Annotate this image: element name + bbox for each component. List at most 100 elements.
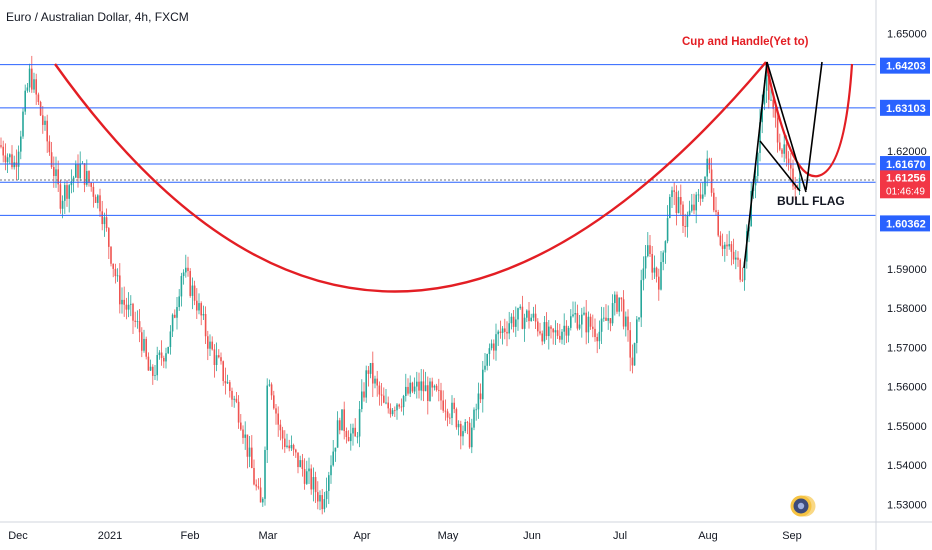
candle bbox=[240, 414, 242, 431]
candle bbox=[323, 491, 326, 513]
candle bbox=[552, 327, 554, 345]
candle bbox=[391, 407, 394, 417]
candle bbox=[317, 481, 319, 510]
candle bbox=[482, 360, 484, 413]
candle bbox=[460, 420, 462, 450]
candle bbox=[347, 430, 350, 442]
price-axis-tags: 1.642031.631031.616701.612061.603621.612… bbox=[880, 57, 930, 232]
candle bbox=[97, 194, 99, 209]
candle bbox=[400, 398, 403, 412]
candle bbox=[429, 377, 431, 402]
candle bbox=[453, 397, 455, 414]
candle bbox=[99, 188, 101, 218]
candle bbox=[46, 114, 48, 153]
candle bbox=[163, 355, 165, 369]
candle bbox=[352, 423, 354, 446]
x-tick-label: Feb bbox=[181, 530, 200, 542]
candle bbox=[418, 372, 420, 399]
candle bbox=[9, 153, 11, 165]
horizontal-levels bbox=[0, 64, 876, 216]
candle bbox=[310, 464, 312, 495]
candle bbox=[372, 351, 374, 398]
candle bbox=[721, 233, 724, 257]
candle bbox=[136, 310, 139, 329]
candle bbox=[75, 160, 77, 178]
candle bbox=[585, 300, 587, 345]
candle bbox=[79, 151, 81, 182]
candle bbox=[94, 194, 97, 203]
candle bbox=[211, 336, 213, 351]
candle bbox=[484, 352, 486, 373]
candle bbox=[402, 394, 405, 416]
svg-text:1.64203: 1.64203 bbox=[886, 61, 926, 73]
candle bbox=[504, 318, 506, 340]
candle bbox=[774, 106, 777, 128]
y-tick-label: 1.58000 bbox=[887, 303, 927, 315]
candle bbox=[675, 185, 678, 226]
candle bbox=[625, 311, 627, 337]
y-tick-label: 1.54000 bbox=[887, 460, 927, 472]
svg-text:1.60362: 1.60362 bbox=[886, 218, 926, 230]
candle bbox=[147, 352, 150, 371]
y-tick-label: 1.56000 bbox=[887, 382, 927, 394]
candle bbox=[636, 316, 638, 354]
candle bbox=[559, 323, 561, 343]
price-tag: 1.61670 bbox=[880, 156, 930, 173]
candle bbox=[638, 317, 640, 322]
candle bbox=[508, 311, 510, 340]
candle bbox=[629, 322, 631, 372]
candle bbox=[609, 318, 612, 332]
candle bbox=[517, 307, 519, 331]
candle bbox=[664, 240, 667, 264]
x-tick-label: 2021 bbox=[98, 530, 122, 542]
candle bbox=[783, 135, 785, 163]
candle bbox=[620, 297, 623, 312]
candle bbox=[572, 301, 574, 318]
candle bbox=[669, 194, 671, 219]
candle bbox=[42, 106, 44, 134]
candle bbox=[61, 195, 64, 219]
candle bbox=[279, 419, 282, 441]
candle bbox=[233, 395, 235, 408]
candle bbox=[605, 304, 607, 322]
candle bbox=[325, 477, 328, 508]
candle bbox=[160, 340, 163, 366]
candle bbox=[0, 137, 2, 149]
candle bbox=[596, 333, 598, 354]
candle bbox=[330, 455, 332, 484]
candle bbox=[422, 369, 425, 402]
candle bbox=[543, 315, 546, 344]
candle bbox=[510, 313, 513, 330]
candle bbox=[633, 342, 636, 366]
candle bbox=[660, 251, 662, 291]
candle bbox=[132, 302, 134, 335]
candle bbox=[737, 251, 739, 267]
candle bbox=[427, 376, 429, 415]
candle bbox=[631, 344, 634, 374]
candle bbox=[110, 245, 112, 267]
candle bbox=[550, 324, 552, 339]
candle bbox=[167, 346, 169, 355]
x-tick-label: Mar bbox=[259, 530, 278, 542]
coin-icon[interactable] bbox=[790, 495, 816, 517]
candle bbox=[255, 479, 257, 491]
candle bbox=[259, 477, 262, 503]
candle bbox=[787, 151, 790, 171]
candle bbox=[563, 313, 565, 345]
candle bbox=[380, 383, 383, 406]
candle bbox=[369, 362, 372, 379]
candle bbox=[655, 266, 658, 283]
candle bbox=[471, 418, 473, 454]
candle bbox=[229, 380, 231, 398]
candle bbox=[691, 193, 693, 213]
candle bbox=[121, 287, 123, 314]
candle bbox=[677, 190, 680, 214]
y-axis-ticks: 1.65000 1.62000 1.59000 1.58000 1.57000 1.560… bbox=[887, 28, 927, 511]
candle bbox=[207, 330, 209, 361]
handle-curve bbox=[764, 61, 854, 178]
candle bbox=[594, 318, 596, 342]
candle bbox=[589, 313, 592, 330]
candle bbox=[702, 182, 704, 202]
candle bbox=[570, 309, 572, 331]
